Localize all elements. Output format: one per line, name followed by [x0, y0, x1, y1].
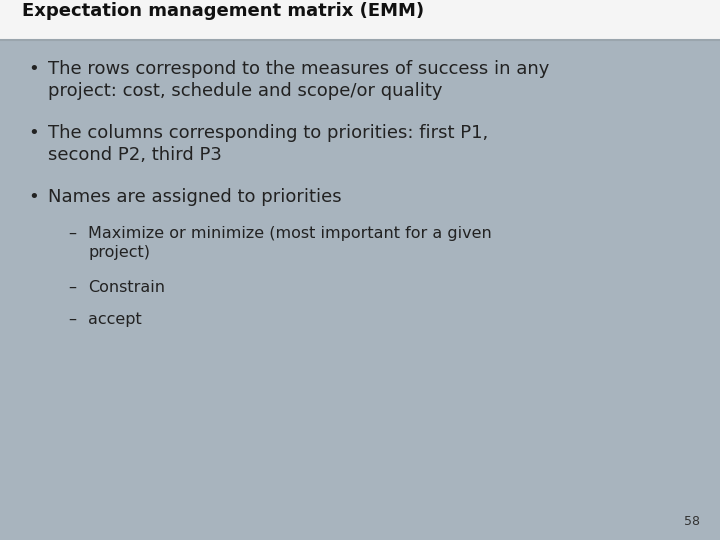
Text: •: •	[28, 124, 39, 142]
FancyBboxPatch shape	[0, 0, 720, 40]
Text: The columns corresponding to priorities: first P1,
second P2, third P3: The columns corresponding to priorities:…	[48, 124, 488, 164]
Text: Expectation management matrix (EMM): Expectation management matrix (EMM)	[22, 2, 424, 20]
Text: –: –	[68, 226, 76, 241]
Text: –: –	[68, 312, 76, 327]
Text: 58: 58	[684, 515, 700, 528]
Text: Maximize or minimize (most important for a given
project): Maximize or minimize (most important for…	[88, 226, 492, 260]
Text: accept: accept	[88, 312, 142, 327]
Text: Names are assigned to priorities: Names are assigned to priorities	[48, 188, 341, 206]
Text: •: •	[28, 188, 39, 206]
Text: Constrain: Constrain	[88, 280, 165, 295]
Text: –: –	[68, 280, 76, 295]
Text: •: •	[28, 60, 39, 78]
Text: The rows correspond to the measures of success in any
project: cost, schedule an: The rows correspond to the measures of s…	[48, 60, 549, 100]
